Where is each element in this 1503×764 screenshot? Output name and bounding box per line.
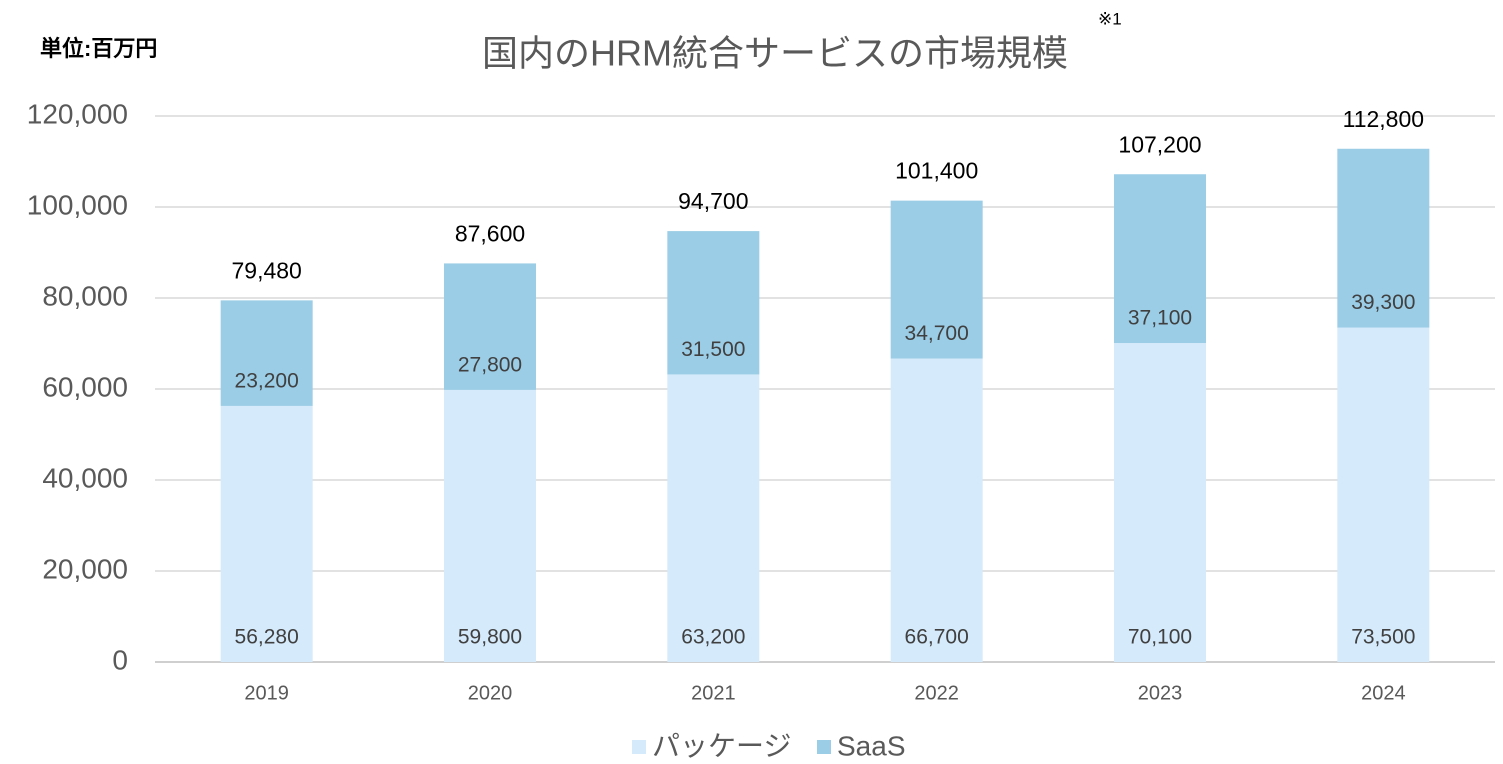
- bar-segment: [220, 405, 313, 662]
- legend-swatch: [632, 740, 646, 754]
- value-label: 34,700: [905, 322, 969, 345]
- bar-segment: [1114, 174, 1206, 344]
- x-tick-label: 2024: [1361, 682, 1406, 704]
- total-label: 87,600: [455, 220, 525, 246]
- legend-swatch: [817, 740, 831, 754]
- bar-segment: [890, 358, 983, 662]
- value-label: 73,500: [1351, 626, 1415, 649]
- legend-label: パッケージ: [652, 730, 791, 761]
- bar-segment: [1337, 148, 1430, 328]
- bar-segment: [667, 374, 760, 662]
- bar-segment: [444, 389, 536, 662]
- title-note: ※1: [1098, 9, 1122, 28]
- value-label: 39,300: [1351, 291, 1415, 314]
- y-tick-label: 0: [112, 644, 128, 675]
- unit-label: 単位:百万円: [40, 36, 157, 61]
- chart-title: 国内のHRM統合サービスの市場規模: [482, 33, 1068, 74]
- value-label: 23,200: [235, 369, 299, 392]
- y-tick-label: 40,000: [42, 462, 128, 493]
- bar-segment: [1114, 343, 1206, 662]
- value-label: 66,700: [905, 626, 969, 649]
- bar-segment: [444, 263, 536, 390]
- bar-segment: [1337, 327, 1430, 662]
- value-label: 63,200: [681, 626, 745, 649]
- x-tick-label: 2022: [914, 682, 959, 704]
- bar-segment: [667, 231, 760, 375]
- y-tick-label: 60,000: [42, 371, 128, 402]
- total-label: 112,800: [1343, 106, 1424, 132]
- x-tick-label: 2021: [691, 682, 736, 704]
- x-tick-label: 2019: [244, 682, 289, 704]
- total-label: 107,200: [1118, 131, 1201, 157]
- x-tick-label: 2023: [1138, 682, 1183, 704]
- bar-segment: [220, 300, 313, 406]
- bar-segment: [890, 200, 983, 359]
- value-label: 70,100: [1128, 626, 1192, 649]
- value-label: 56,280: [235, 626, 299, 649]
- value-label: 59,800: [458, 626, 522, 649]
- y-tick-label: 80,000: [42, 280, 128, 311]
- legend-label: SaaS: [837, 730, 906, 761]
- total-label: 79,480: [231, 257, 301, 283]
- y-tick-label: 120,000: [27, 98, 128, 129]
- value-label: 31,500: [681, 338, 745, 361]
- y-tick-label: 20,000: [42, 553, 128, 584]
- y-tick-label: 100,000: [27, 189, 128, 220]
- value-label: 27,800: [458, 353, 522, 376]
- total-label: 101,400: [895, 158, 978, 184]
- value-label: 37,100: [1128, 307, 1192, 330]
- x-tick-label: 2020: [468, 682, 513, 704]
- total-label: 94,700: [678, 188, 748, 214]
